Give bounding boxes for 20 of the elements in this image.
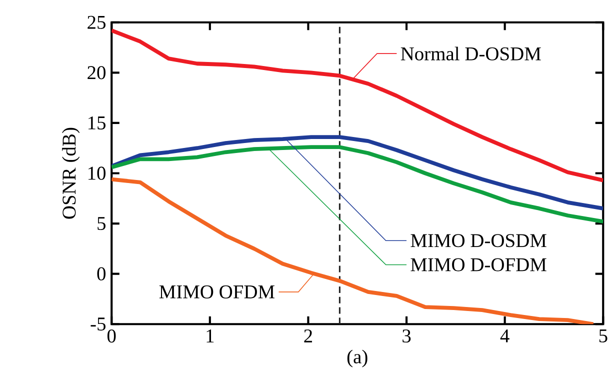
y-tick-label: 0 xyxy=(97,267,106,280)
y-tick-label: 15 xyxy=(88,116,106,130)
y-tick-label: 5 xyxy=(98,216,106,230)
x-tick-label: 1 xyxy=(206,329,214,342)
y-tick-label: -5 xyxy=(90,317,106,330)
line-series xyxy=(112,28,604,182)
text: MIMO D-OFDM xyxy=(410,258,546,272)
y-axis-title: OSNR (dB) xyxy=(62,128,80,219)
x-tick-label: 5 xyxy=(599,329,608,342)
series-label: MIMO D-OSDM xyxy=(410,234,546,248)
x-tick-label: 0 xyxy=(107,329,116,342)
y-tick-label: 25 xyxy=(88,16,106,29)
series-label: MIMO OFDM xyxy=(159,285,274,298)
x-axis-title: (a) xyxy=(347,350,368,368)
x-tick-label: 3 xyxy=(402,329,411,342)
y-tick-label: 20 xyxy=(88,66,106,80)
x-tick-label: 2 xyxy=(304,329,312,342)
legend-label: Normal D-OSDM xyxy=(400,46,541,60)
x-tick-label: 4 xyxy=(500,329,510,342)
y-tick-label: 10 xyxy=(88,166,106,180)
